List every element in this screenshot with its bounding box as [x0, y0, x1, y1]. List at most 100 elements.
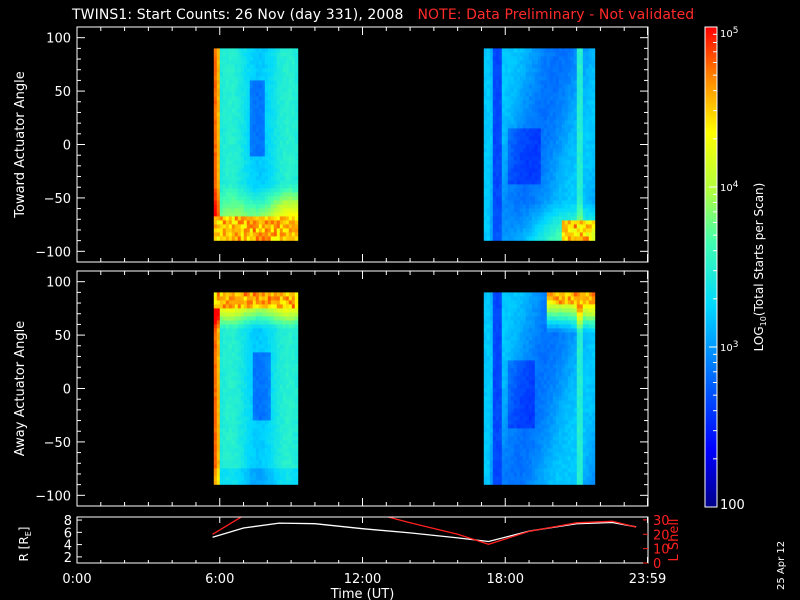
heatmap-cell: [282, 376, 287, 381]
heatmap-cell: [270, 384, 275, 389]
heatmap-cell: [288, 76, 293, 81]
heatmap-cell: [213, 124, 218, 129]
heatmap-cell: [513, 76, 518, 81]
heatmap-cell: [495, 128, 500, 133]
heatmap-cell: [249, 144, 254, 149]
heatmap-cell: [255, 184, 260, 189]
heatmap-cell: [489, 336, 494, 341]
heatmap-cell: [507, 316, 512, 321]
heatmap-cell: [486, 296, 491, 301]
heatmap-cell: [483, 196, 488, 201]
heatmap-cell: [219, 68, 224, 73]
heatmap-cell: [516, 172, 521, 177]
heatmap-cell: [216, 164, 221, 169]
heatmap-cell: [213, 428, 218, 433]
heatmap-cell: [537, 164, 542, 169]
heatmap-cell: [225, 216, 230, 221]
heatmap-cell: [483, 76, 488, 81]
heatmap-cell: [558, 216, 563, 221]
heatmap-cell: [231, 340, 236, 345]
heatmap-cell: [501, 464, 506, 469]
heatmap-cell: [216, 160, 221, 165]
heatmap-cell: [273, 452, 278, 457]
heatmap-cell: [240, 164, 245, 169]
heatmap-cell: [267, 128, 272, 133]
heatmap-cell: [264, 448, 269, 453]
heatmap-cell: [234, 96, 239, 101]
heatmap-cell: [495, 336, 500, 341]
heatmap-cell: [534, 196, 539, 201]
heatmap-cell: [483, 232, 488, 237]
heatmap-cell: [225, 132, 230, 137]
heatmap-cell: [246, 108, 251, 113]
heatmap-cell: [219, 416, 224, 421]
heatmap-cell: [255, 348, 260, 353]
heatmap-cell: [246, 228, 251, 233]
heatmap-cell: [564, 96, 569, 101]
heatmap-cell: [225, 136, 230, 141]
heatmap-cell: [246, 408, 251, 413]
heatmap-cell: [558, 196, 563, 201]
heatmap-cell: [582, 104, 587, 109]
heatmap-cell: [225, 320, 230, 325]
heatmap-cell: [285, 224, 290, 229]
heatmap-cell: [552, 180, 557, 185]
heatmap-cell: [225, 196, 230, 201]
heatmap-cell: [501, 316, 506, 321]
heatmap-cell: [513, 64, 518, 69]
heatmap-cell: [216, 292, 221, 297]
heatmap-cell: [243, 364, 248, 369]
heatmap-cell: [534, 92, 539, 97]
heatmap-cell: [543, 216, 548, 221]
heatmap-cell: [519, 140, 524, 145]
heatmap-cell: [588, 228, 593, 233]
heatmap-cell: [288, 472, 293, 477]
heatmap-cell: [510, 204, 515, 209]
heatmap-cell: [564, 76, 569, 81]
heatmap-cell: [591, 160, 596, 165]
heatmap-cell: [528, 92, 533, 97]
heatmap-cell: [498, 444, 503, 449]
heatmap-cell: [213, 116, 218, 121]
heatmap-cell: [279, 200, 284, 205]
heatmap-cell: [285, 332, 290, 337]
heatmap-cell: [501, 444, 506, 449]
heatmap-cell: [243, 432, 248, 437]
heatmap-cell: [279, 364, 284, 369]
heatmap-cell: [282, 208, 287, 213]
heatmap-cell: [252, 96, 257, 101]
heatmap-cell: [243, 212, 248, 217]
heatmap-cell: [288, 412, 293, 417]
heatmap-cell: [291, 232, 296, 237]
heatmap-cell: [255, 56, 260, 61]
heatmap-cell: [519, 56, 524, 61]
heatmap-cell: [540, 124, 545, 129]
heatmap-cell: [273, 384, 278, 389]
heatmap-cell: [279, 168, 284, 173]
heatmap-cell: [570, 212, 575, 217]
heatmap-cell: [576, 192, 581, 197]
heatmap-cell: [564, 116, 569, 121]
heatmap-cell: [279, 464, 284, 469]
heatmap-cell: [228, 220, 233, 225]
heatmap-cell: [255, 72, 260, 77]
heatmap-cell: [291, 416, 296, 421]
heatmap-cell: [507, 184, 512, 189]
heatmap-cell: [495, 352, 500, 357]
heatmap-cell: [561, 48, 566, 53]
heatmap-cell: [264, 180, 269, 185]
heatmap-cell: [279, 408, 284, 413]
heatmap-cell: [237, 316, 242, 321]
heatmap-cell: [492, 296, 497, 301]
heatmap-cell: [270, 312, 275, 317]
heatmap-cell: [546, 116, 551, 121]
heatmap-cell: [264, 208, 269, 213]
heatmap-cell: [552, 132, 557, 137]
heatmap-cell: [573, 68, 578, 73]
heatmap-cell: [261, 304, 266, 309]
heatmap-cell: [216, 212, 221, 217]
heatmap-cell: [261, 388, 266, 393]
heatmap-cell: [234, 220, 239, 225]
heatmap-cell: [282, 148, 287, 153]
heatmap-cell: [498, 452, 503, 457]
